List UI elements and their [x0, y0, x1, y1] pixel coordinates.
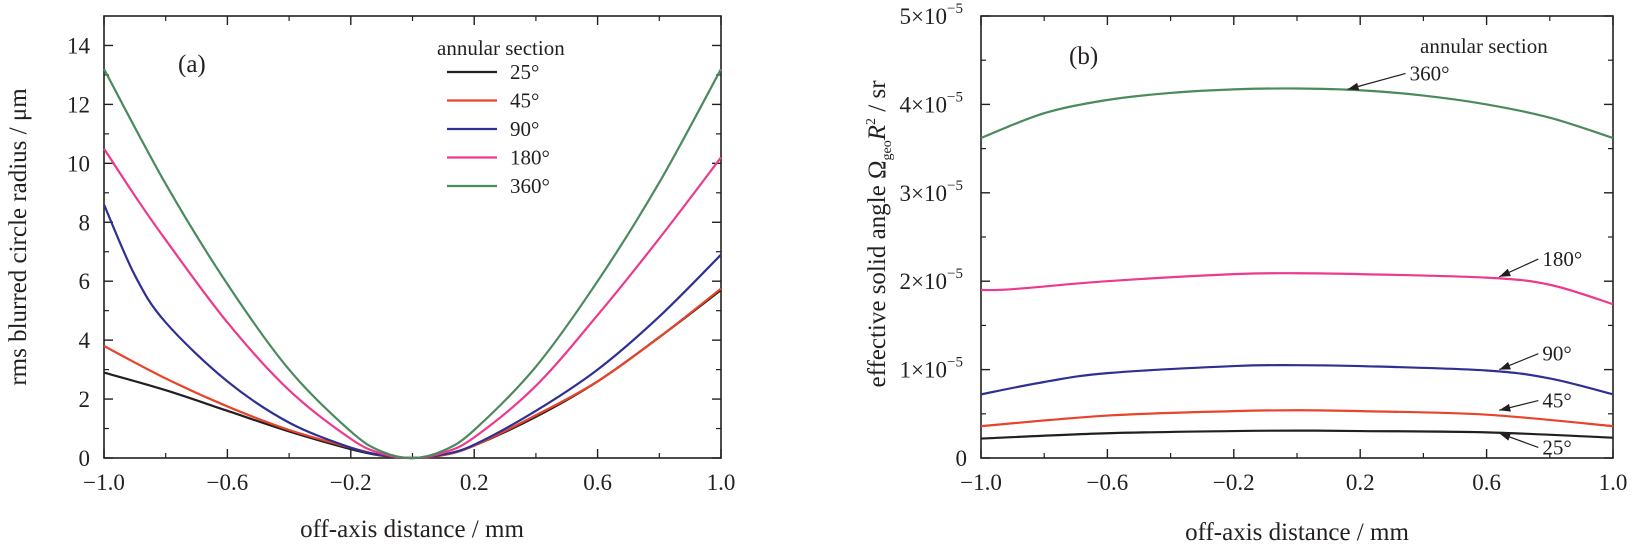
plot-frame-b — [980, 15, 1614, 459]
series-line-a-90deg — [102, 204, 722, 460]
panel-label-a: (a) — [178, 51, 206, 78]
series-line-b-360deg — [980, 87, 1614, 140]
legend-label: 25° — [510, 60, 539, 84]
series-line-b-25deg — [980, 429, 1614, 440]
series-line-a-180deg — [103, 147, 722, 460]
panel-a: −1.0 −0.6 −0.2 0.2 0.6 1.0 0 2 4 6 8 10 12 14 (a) off… — [5, 15, 735, 543]
y-axis-title-b-sup: 2 — [864, 118, 879, 125]
y-tick-label: 4 — [79, 328, 91, 353]
x-tick-label: −1.0 — [83, 470, 125, 495]
y-axis-title-b-r: R — [864, 125, 891, 141]
x-axis-title-a: off-axis distance / mm — [300, 516, 524, 543]
annotation-label: 360° — [1410, 61, 1450, 85]
annotation-label: 180° — [1542, 247, 1582, 271]
x-tick-label: −0.6 — [1087, 470, 1129, 495]
legend-a: annular section 25° 45° 90° 180° 360° — [437, 36, 565, 198]
y-tick-label: 2×10−5 — [900, 266, 963, 294]
y-tick-label: 5×10−5 — [900, 1, 963, 29]
legend-label: 360° — [510, 174, 550, 198]
series-line-a-360deg — [103, 68, 722, 460]
annotation-label: 45° — [1542, 389, 1571, 413]
series-line-a-25deg — [103, 289, 722, 460]
y-tick-label: 8 — [79, 210, 91, 235]
y-axis-title-b: effective solid angle ΩgeoR2 / sr — [864, 80, 895, 388]
x-tick-label: 0.6 — [583, 470, 612, 495]
x-axis-title-b: off-axis distance / mm — [1185, 519, 1409, 546]
y-axis-title-b-main: effective solid angle Ω — [864, 160, 891, 387]
x-tick-label: −0.2 — [330, 470, 372, 495]
annotation-label: 90° — [1542, 342, 1571, 366]
y-tick-label: 0 — [956, 446, 968, 471]
y-tick-label: 3×10−5 — [900, 178, 963, 206]
annotations-b: 360° 180° 90° 45° 25° — [1347, 61, 1582, 459]
series-group-a — [102, 68, 722, 460]
legend-label: 180° — [510, 146, 550, 170]
x-tick-label: 1.0 — [707, 470, 736, 495]
y-tick-label: 14 — [67, 33, 91, 58]
legend-title-a: annular section — [437, 36, 565, 60]
series-line-b-45deg — [980, 409, 1614, 428]
annotation-label: 25° — [1542, 435, 1571, 459]
x-tick-label: −0.2 — [1213, 470, 1255, 495]
series-line-a-45deg — [103, 287, 722, 460]
series-group-b — [980, 87, 1614, 440]
x-tick-label: 0.6 — [1472, 470, 1501, 495]
series-line-b-90deg — [980, 364, 1614, 396]
y-tick-label: 0 — [79, 446, 91, 471]
panel-b: −1.0 −0.6 −0.2 0.2 0.6 1.0 0 1×10−5 2×10−5 3×10−5… — [864, 1, 1627, 546]
legend-title-b: annular section — [1420, 34, 1548, 58]
x-tick-label: −0.6 — [207, 470, 249, 495]
annotation-arrowhead — [1347, 82, 1360, 91]
legend-label: 45° — [510, 89, 539, 113]
x-tick-label: 1.0 — [1599, 470, 1628, 495]
y-tick-label: 1×10−5 — [900, 355, 963, 383]
x-tick-label: 0.2 — [460, 470, 489, 495]
y-tick-label: 2 — [79, 387, 91, 412]
legend-label: 90° — [510, 117, 539, 141]
panel-label-b: (b) — [1069, 43, 1098, 70]
series-line-b-180deg — [980, 272, 1614, 306]
y-tick-label: 10 — [67, 151, 90, 176]
annotation-arrowhead — [1499, 361, 1511, 370]
y-axis-title-a: rms blurred circle radius / μm — [5, 88, 32, 386]
x-tick-label: 0.2 — [1346, 470, 1375, 495]
annotation-arrowhead — [1499, 403, 1511, 412]
y-axis-title-b-sub: geo — [880, 140, 895, 160]
annotation-arrowhead — [1499, 433, 1511, 441]
annotation-arrowhead — [1499, 268, 1511, 277]
y-tick-label: 4×10−5 — [900, 89, 963, 117]
x-tick-label: −1.0 — [960, 470, 1002, 495]
ticks-b: −1.0 −0.6 −0.2 0.2 0.6 1.0 0 1×10−5 2×10−5 3×10−5… — [900, 1, 1628, 495]
y-axis-title-b-unit: / sr — [864, 80, 891, 118]
y-tick-label: 12 — [67, 92, 90, 117]
y-tick-label: 6 — [79, 269, 91, 294]
ticks-a: −1.0 −0.6 −0.2 0.2 0.6 1.0 0 2 4 6 8 10 12 14 — [67, 16, 735, 495]
